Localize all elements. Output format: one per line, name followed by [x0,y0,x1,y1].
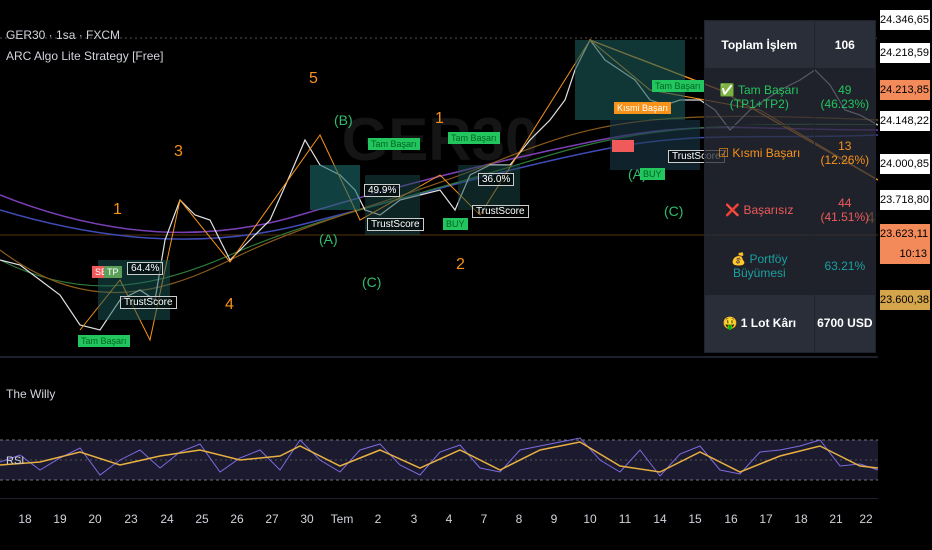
date-label: 27 [265,512,279,526]
stats-label-partial: ☑ Kısmi Başarı [704,124,815,182]
date-label: 10 [583,512,597,526]
full-success-text: Tam Başarı (TP1+TP2) [729,82,799,111]
stats-value-fail: 44 (41.51%) [813,180,877,239]
wave-label-C1: (C) [362,274,382,290]
date-label: 30 [300,512,314,526]
trust-score-3: TrustScore [472,205,529,218]
price-label-top: 24.346,65 [880,10,930,30]
date-label: 22 [859,512,873,526]
tam-basari-signal-3: Tam Başarı [652,80,704,92]
date-label: 19 [53,512,67,526]
symbol-title: GER30 · 1sa · FXCM [6,28,121,42]
price-label-mid: 23.718,80 [880,190,930,210]
wave-label-3: 3 [174,143,183,160]
rsi-line [0,437,878,477]
sell-zone [612,140,634,152]
date-label: 25 [195,512,209,526]
date-label: 8 [515,512,523,526]
partial-text: Kısmi Başarı [732,146,801,161]
date-label: 11 [618,512,632,526]
money-face-icon: 🤑 [722,316,738,331]
stats-label-full-success: ✅ Tam Başarı (TP1+TP2) [704,68,815,126]
trade-zone-2 [310,165,360,210]
wave-label-1b: 1 [435,110,444,127]
date-label: 17 [759,512,773,526]
buy-signal-1: BUY [443,218,468,230]
price-label-line: 24.148,22 [880,111,930,131]
cross-icon: ❌ [725,202,741,217]
date-label: 15 [688,512,702,526]
pane-separator[interactable] [0,356,878,358]
wave-label-5: 5 [309,70,318,87]
date-label: 18 [18,512,32,526]
stats-value-total: 106 [813,19,877,70]
tam-basari-signal-2: Tam Başarı [448,132,500,144]
date-label: 7 [480,512,488,526]
axis-border [0,498,878,499]
tp-signal: TP [104,266,122,278]
wave-label-C2: (C) [664,203,684,219]
lot-profit-text: 1 Lot Kârı [740,316,797,331]
price-label-current: 23.623,11 [880,224,930,244]
growth-text: Portföy Büyümesi [732,251,788,280]
price-label-low: 23.600,38 [880,290,930,310]
stats-value-partial: 13 (12.26%) [813,124,877,182]
price-label-ma: 24.213,85 [880,80,930,100]
date-label: 3 [410,512,418,526]
rsi-label: RSI [6,455,24,467]
date-label: 4 [445,512,453,526]
buy-signal-2: BUY [640,168,665,180]
countdown-label: 10:13 [880,244,930,264]
willy-line [0,441,878,473]
oscillator-title: The Willy [6,387,56,401]
date-label: Tem [330,512,354,526]
wave-label-4a: 4 [225,296,234,313]
fail-text: Başarısız [743,202,794,217]
stats-label-total: Toplam İşlem [704,19,815,70]
stats-label-fail: ❌ Başarısız [704,180,815,239]
date-label: 26 [230,512,244,526]
oscillator-pane[interactable]: RSI [0,380,878,490]
tam-basari-signal-1: Tam Başarı [368,138,420,150]
strategy-stats-table: Toplam İşlem 106 ✅ Tam Başarı (TP1+TP2) … [704,19,877,354]
partial-check-icon: ☑ [718,146,730,161]
date-label: 9 [550,512,558,526]
price-axis[interactable]: 24.346,65 24.218,59 24.213,85 24.148,22 … [878,0,932,550]
stats-label-lot-profit: 🤑 1 Lot Kârı [704,293,815,354]
check-icon: ✅ [719,82,735,97]
wave-label-2: 2 [456,256,465,273]
price-label-high: 24.218,59 [880,43,930,63]
money-bag-icon: 💰 [731,251,747,266]
strategy-name: ARC Algo Lite Strategy [Free] [6,49,164,63]
trust-score-2: TrustScore [367,218,424,231]
date-label: 23 [124,512,138,526]
date-label: 20 [88,512,102,526]
date-label: 18 [794,512,808,526]
kismi-basari-signal: Kısmi Başarı [614,102,672,114]
stats-value-growth: 63.21% [813,237,877,295]
date-label: 24 [160,512,174,526]
wave-label-1a: 1 [113,201,122,218]
date-label: 14 [653,512,667,526]
date-label: 16 [724,512,738,526]
wave-label-B: (B) [334,112,353,128]
date-label: 21 [829,512,843,526]
stats-value-lot-profit: 6700 USD [813,293,877,354]
tam-basari-signal-4: Tam Başarı [78,335,130,347]
pct-label-2: 49.9% [364,184,401,197]
date-label: 2 [374,512,382,526]
trust-score-1: TrustScore [120,296,177,309]
trade-zone-4 [458,165,520,210]
stats-label-growth: 💰 Portföy Büyümesi [704,237,815,295]
wave-label-A1: (A) [319,231,338,247]
stats-value-full-success: 49 (46.23%) [813,68,877,126]
pct-label-1: 64.4% [127,262,164,275]
price-label-level: 24.000,85 [880,154,930,174]
date-axis[interactable]: 18 19 20 23 24 25 26 27 30 Tem 2 3 4 7 8 9 10 11 14 15 16 17 1… [0,498,878,550]
pct-label-3: 36.0% [478,173,515,186]
